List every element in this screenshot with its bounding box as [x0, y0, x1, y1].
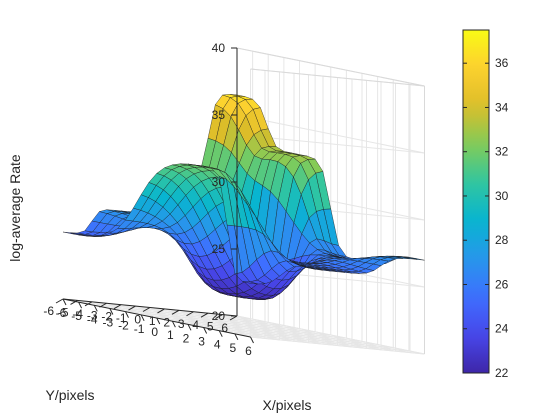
- y-tick: [157, 308, 165, 314]
- y-tick-label: -3: [87, 308, 98, 322]
- y-axis-label: Y/pixels: [45, 387, 94, 403]
- y-tick-label: 3: [178, 317, 185, 331]
- x-tick: [218, 330, 223, 337]
- x-tick-label: -2: [118, 319, 129, 333]
- y-tick-label: -5: [58, 305, 69, 319]
- colorbar-tick-label: 34: [495, 100, 509, 114]
- z-axis-label: log-average Rate: [7, 154, 23, 262]
- y-tick: [200, 312, 209, 318]
- y-tick-label: -6: [43, 304, 54, 318]
- x-axis-label: X/pixels: [262, 397, 311, 413]
- y-tick-label: 0: [134, 313, 141, 327]
- y-tick: [128, 305, 136, 311]
- z-tick-label: 25: [212, 242, 226, 256]
- y-tick-label: 5: [207, 320, 214, 334]
- x-tick: [140, 314, 145, 322]
- x-tick-label: -5: [71, 309, 82, 323]
- x-tick-label: 2: [183, 331, 190, 345]
- y-tick-label: 2: [163, 315, 170, 329]
- x-tick: [171, 320, 176, 328]
- colorbar: 22 24 26 28 30 32 34 36: [462, 29, 509, 380]
- colorbar-tick-label: 24: [495, 322, 509, 336]
- y-tick: [99, 302, 107, 308]
- x-tick: [234, 333, 239, 341]
- x-tick: [125, 311, 129, 318]
- y-tick: [142, 307, 151, 312]
- z-tick-label: 20: [212, 309, 226, 323]
- z-tick-label: 35: [212, 108, 226, 122]
- x-tick: [187, 324, 192, 331]
- surface-mesh: [62, 94, 425, 300]
- x-tick: [156, 317, 161, 325]
- x-tick: [93, 305, 98, 312]
- z-tick-label: 40: [212, 41, 226, 55]
- x-tick-label: 4: [214, 338, 221, 352]
- x-tick-label: 5: [230, 341, 237, 355]
- x-tick-label: -3: [103, 316, 114, 330]
- y-tick-label: -4: [72, 307, 83, 321]
- colorbar-tick-label: 26: [495, 277, 509, 291]
- y-tick: [171, 309, 180, 315]
- y-tick: [229, 315, 238, 321]
- x-tick-label: 3: [198, 335, 205, 349]
- x-tick: [203, 327, 208, 334]
- y-tick: [55, 298, 64, 304]
- y-tick-label: 1: [149, 314, 156, 328]
- colorbar-gradient: [462, 29, 490, 374]
- y-tick: [215, 314, 223, 320]
- colorbar-tick-label: 30: [495, 189, 509, 203]
- x-tick-label: -6: [56, 306, 67, 320]
- y-tick: [84, 301, 93, 307]
- y-tick-label: 4: [192, 318, 199, 332]
- colorbar-tick-label: 32: [495, 145, 509, 159]
- y-tick: [186, 311, 194, 317]
- x-tick-label: -1: [134, 322, 145, 336]
- y-tick-label: -2: [101, 310, 112, 324]
- x-tick-label: 0: [151, 325, 158, 339]
- x-tick-label: 1: [167, 328, 174, 342]
- colorbar-tick-label: 22: [495, 366, 509, 380]
- colorbar-tick-label: 28: [495, 233, 509, 247]
- colorbar-tick-label: 36: [495, 56, 509, 70]
- surface-patch: [242, 281, 258, 285]
- y-tick-label: 6: [221, 321, 228, 335]
- x-tick: [62, 298, 67, 306]
- z-tick-label: 30: [212, 175, 226, 189]
- x-tick: [78, 301, 83, 309]
- x-tick-label: 6: [245, 344, 252, 358]
- x-tick-label: -4: [87, 312, 98, 326]
- x-tick: [250, 336, 254, 344]
- y-tick: [113, 304, 122, 310]
- y-tick-label: -1: [116, 311, 127, 325]
- y-tick: [70, 299, 78, 305]
- x-tick: [109, 308, 114, 315]
